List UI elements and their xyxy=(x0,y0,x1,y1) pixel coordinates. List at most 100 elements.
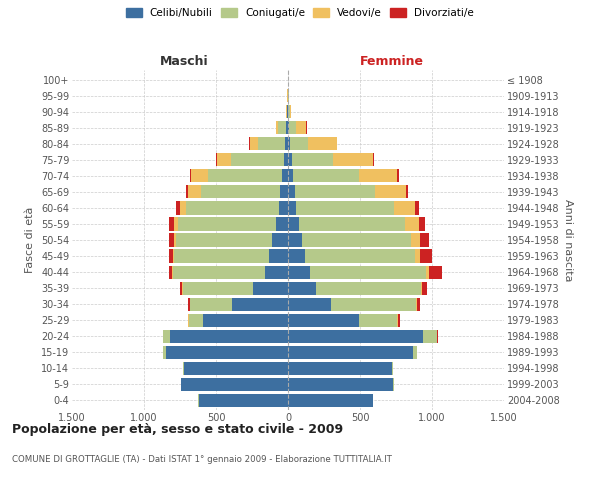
Bar xyxy=(183,362,184,375)
Bar xyxy=(288,266,310,278)
Bar xyxy=(230,153,284,166)
Bar xyxy=(232,298,288,310)
Bar xyxy=(217,153,230,166)
Bar xyxy=(288,314,359,327)
Bar xyxy=(334,153,373,166)
Bar xyxy=(186,186,188,198)
Bar xyxy=(173,234,176,246)
Bar xyxy=(288,378,393,391)
Bar xyxy=(305,250,415,262)
Bar xyxy=(187,202,278,214)
Bar xyxy=(180,282,182,294)
Y-axis label: Anni di nascita: Anni di nascita xyxy=(563,198,574,281)
Bar xyxy=(424,330,437,343)
Bar xyxy=(398,314,400,327)
Bar xyxy=(375,186,406,198)
Bar xyxy=(415,202,419,214)
Bar xyxy=(308,137,337,150)
Bar xyxy=(176,234,272,246)
Bar xyxy=(394,202,415,214)
Bar xyxy=(203,314,288,327)
Bar xyxy=(190,170,191,182)
Bar xyxy=(169,218,174,230)
Bar xyxy=(169,266,172,278)
Bar xyxy=(359,314,397,327)
Bar xyxy=(272,234,288,246)
Bar xyxy=(199,394,288,407)
Bar xyxy=(302,234,411,246)
Bar xyxy=(265,266,288,278)
Bar xyxy=(281,170,288,182)
Bar xyxy=(163,330,170,343)
Bar xyxy=(397,170,399,182)
Bar xyxy=(216,153,217,166)
Bar xyxy=(280,186,288,198)
Bar xyxy=(429,266,442,278)
Bar xyxy=(269,250,288,262)
Bar xyxy=(419,218,425,230)
Bar xyxy=(288,298,331,310)
Bar xyxy=(295,186,375,198)
Bar xyxy=(416,298,417,310)
Bar xyxy=(169,234,173,246)
Bar xyxy=(166,346,288,359)
Bar xyxy=(420,250,433,262)
Bar xyxy=(179,202,187,214)
Text: Femmine: Femmine xyxy=(359,54,424,68)
Text: Popolazione per età, sesso e stato civile - 2009: Popolazione per età, sesso e stato civil… xyxy=(12,422,343,436)
Text: Maschi: Maschi xyxy=(160,54,209,68)
Bar xyxy=(184,362,288,375)
Bar xyxy=(173,250,174,262)
Bar xyxy=(190,298,232,310)
Bar xyxy=(293,170,359,182)
Bar xyxy=(288,170,293,182)
Bar xyxy=(188,186,201,198)
Bar xyxy=(288,234,302,246)
Bar xyxy=(413,346,417,359)
Bar xyxy=(276,121,278,134)
Bar xyxy=(415,250,420,262)
Bar xyxy=(292,153,334,166)
Bar xyxy=(422,282,427,294)
Bar xyxy=(201,186,280,198)
Bar xyxy=(181,378,288,391)
Y-axis label: Fasce di età: Fasce di età xyxy=(25,207,35,273)
Legend: Celibi/Nubili, Coniugati/e, Vedovi/e, Divorziati/e: Celibi/Nubili, Coniugati/e, Vedovi/e, Di… xyxy=(123,5,477,21)
Bar xyxy=(290,137,308,150)
Bar xyxy=(310,266,426,278)
Bar xyxy=(208,170,281,182)
Bar xyxy=(288,121,289,134)
Bar xyxy=(163,346,166,359)
Bar xyxy=(426,266,429,278)
Bar xyxy=(392,362,393,375)
Bar xyxy=(417,298,420,310)
Bar xyxy=(176,202,179,214)
Bar xyxy=(289,105,290,118)
Bar xyxy=(288,153,292,166)
Bar xyxy=(299,218,406,230)
Bar xyxy=(421,282,422,294)
Bar xyxy=(373,153,374,166)
Bar xyxy=(316,282,421,294)
Bar xyxy=(172,266,173,278)
Bar xyxy=(288,218,299,230)
Bar xyxy=(288,202,296,214)
Bar xyxy=(169,250,173,262)
Bar xyxy=(359,170,397,182)
Bar xyxy=(296,121,307,134)
Text: COMUNE DI GROTTAGLIE (TA) - Dati ISTAT 1° gennaio 2009 - Elaborazione TUTTITALIA: COMUNE DI GROTTAGLIE (TA) - Dati ISTAT 1… xyxy=(12,455,392,464)
Bar xyxy=(288,186,295,198)
Bar xyxy=(286,121,288,134)
Bar xyxy=(288,330,424,343)
Bar xyxy=(289,121,296,134)
Bar xyxy=(411,234,421,246)
Bar xyxy=(406,218,419,230)
Bar xyxy=(288,137,290,150)
Bar xyxy=(188,298,190,310)
Bar xyxy=(288,362,392,375)
Bar xyxy=(276,218,288,230)
Bar xyxy=(284,153,288,166)
Bar xyxy=(288,250,305,262)
Bar xyxy=(170,330,288,343)
Bar xyxy=(290,105,292,118)
